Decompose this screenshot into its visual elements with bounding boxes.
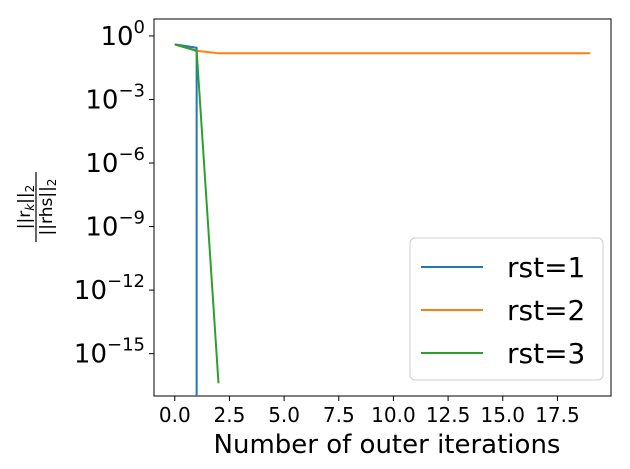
- x-tick-label: 2.5: [214, 403, 246, 427]
- x-tick-label: 7.5: [323, 403, 355, 427]
- y-label-den-norm: 2: [45, 179, 59, 187]
- x-tick-label: 15.0: [480, 403, 525, 427]
- series-line-rst=1: [174, 43, 198, 396]
- x-axis-label: Number of outer iterations: [214, 430, 561, 460]
- y-tick-label: 10−9: [85, 208, 145, 243]
- y-label-num-main: ||r: [15, 211, 35, 229]
- x-tick-label: 17.5: [535, 403, 580, 427]
- y-tick-label: 10−12: [74, 271, 145, 306]
- y-label-num-tail: ||: [15, 192, 35, 203]
- y-label-num-norm: 2: [23, 185, 37, 193]
- legend-label: rst=2: [507, 294, 585, 327]
- y-axis-ticks: 100 10−3 10−6 10−9 10−12 10−15: [74, 17, 154, 370]
- y-axis-label: ||rk||2 ||rhs||2: [15, 172, 59, 242]
- x-tick-label: 12.5: [426, 403, 471, 427]
- legend-label: rst=3: [507, 337, 585, 370]
- y-tick-label: 100: [100, 17, 145, 52]
- x-tick-label: 0.0: [159, 403, 191, 427]
- y-label-den-main: ||rhs||: [37, 186, 57, 235]
- plot-frame: [153, 18, 612, 397]
- series-layer: [174, 43, 591, 396]
- x-tick-label: 5.0: [268, 403, 300, 427]
- legend-entries: rst=1 rst=2 rst=3: [421, 251, 585, 370]
- y-axis-label-numerator: ||rk||2: [15, 185, 37, 230]
- x-axis-ticks: 0.0 2.5 5.0 7.5 10.0 12.5 15.0 17.5: [159, 396, 580, 427]
- y-tick-label: 10−15: [74, 335, 145, 370]
- plot-area: [153, 18, 612, 397]
- y-tick-label: 10−6: [85, 144, 145, 179]
- y-tick-label: 10−3: [85, 80, 145, 115]
- legend: rst=1 rst=2 rst=3: [409, 237, 604, 381]
- series-line-rst=2: [174, 43, 591, 55]
- y-axis-label-denominator: ||rhs||2: [37, 179, 59, 236]
- legend-frame: [409, 237, 604, 381]
- legend-label: rst=1: [507, 251, 585, 284]
- y-label-num-sub: k: [23, 203, 37, 211]
- series-line-rst=3: [174, 43, 220, 384]
- x-tick-label: 10.0: [371, 403, 416, 427]
